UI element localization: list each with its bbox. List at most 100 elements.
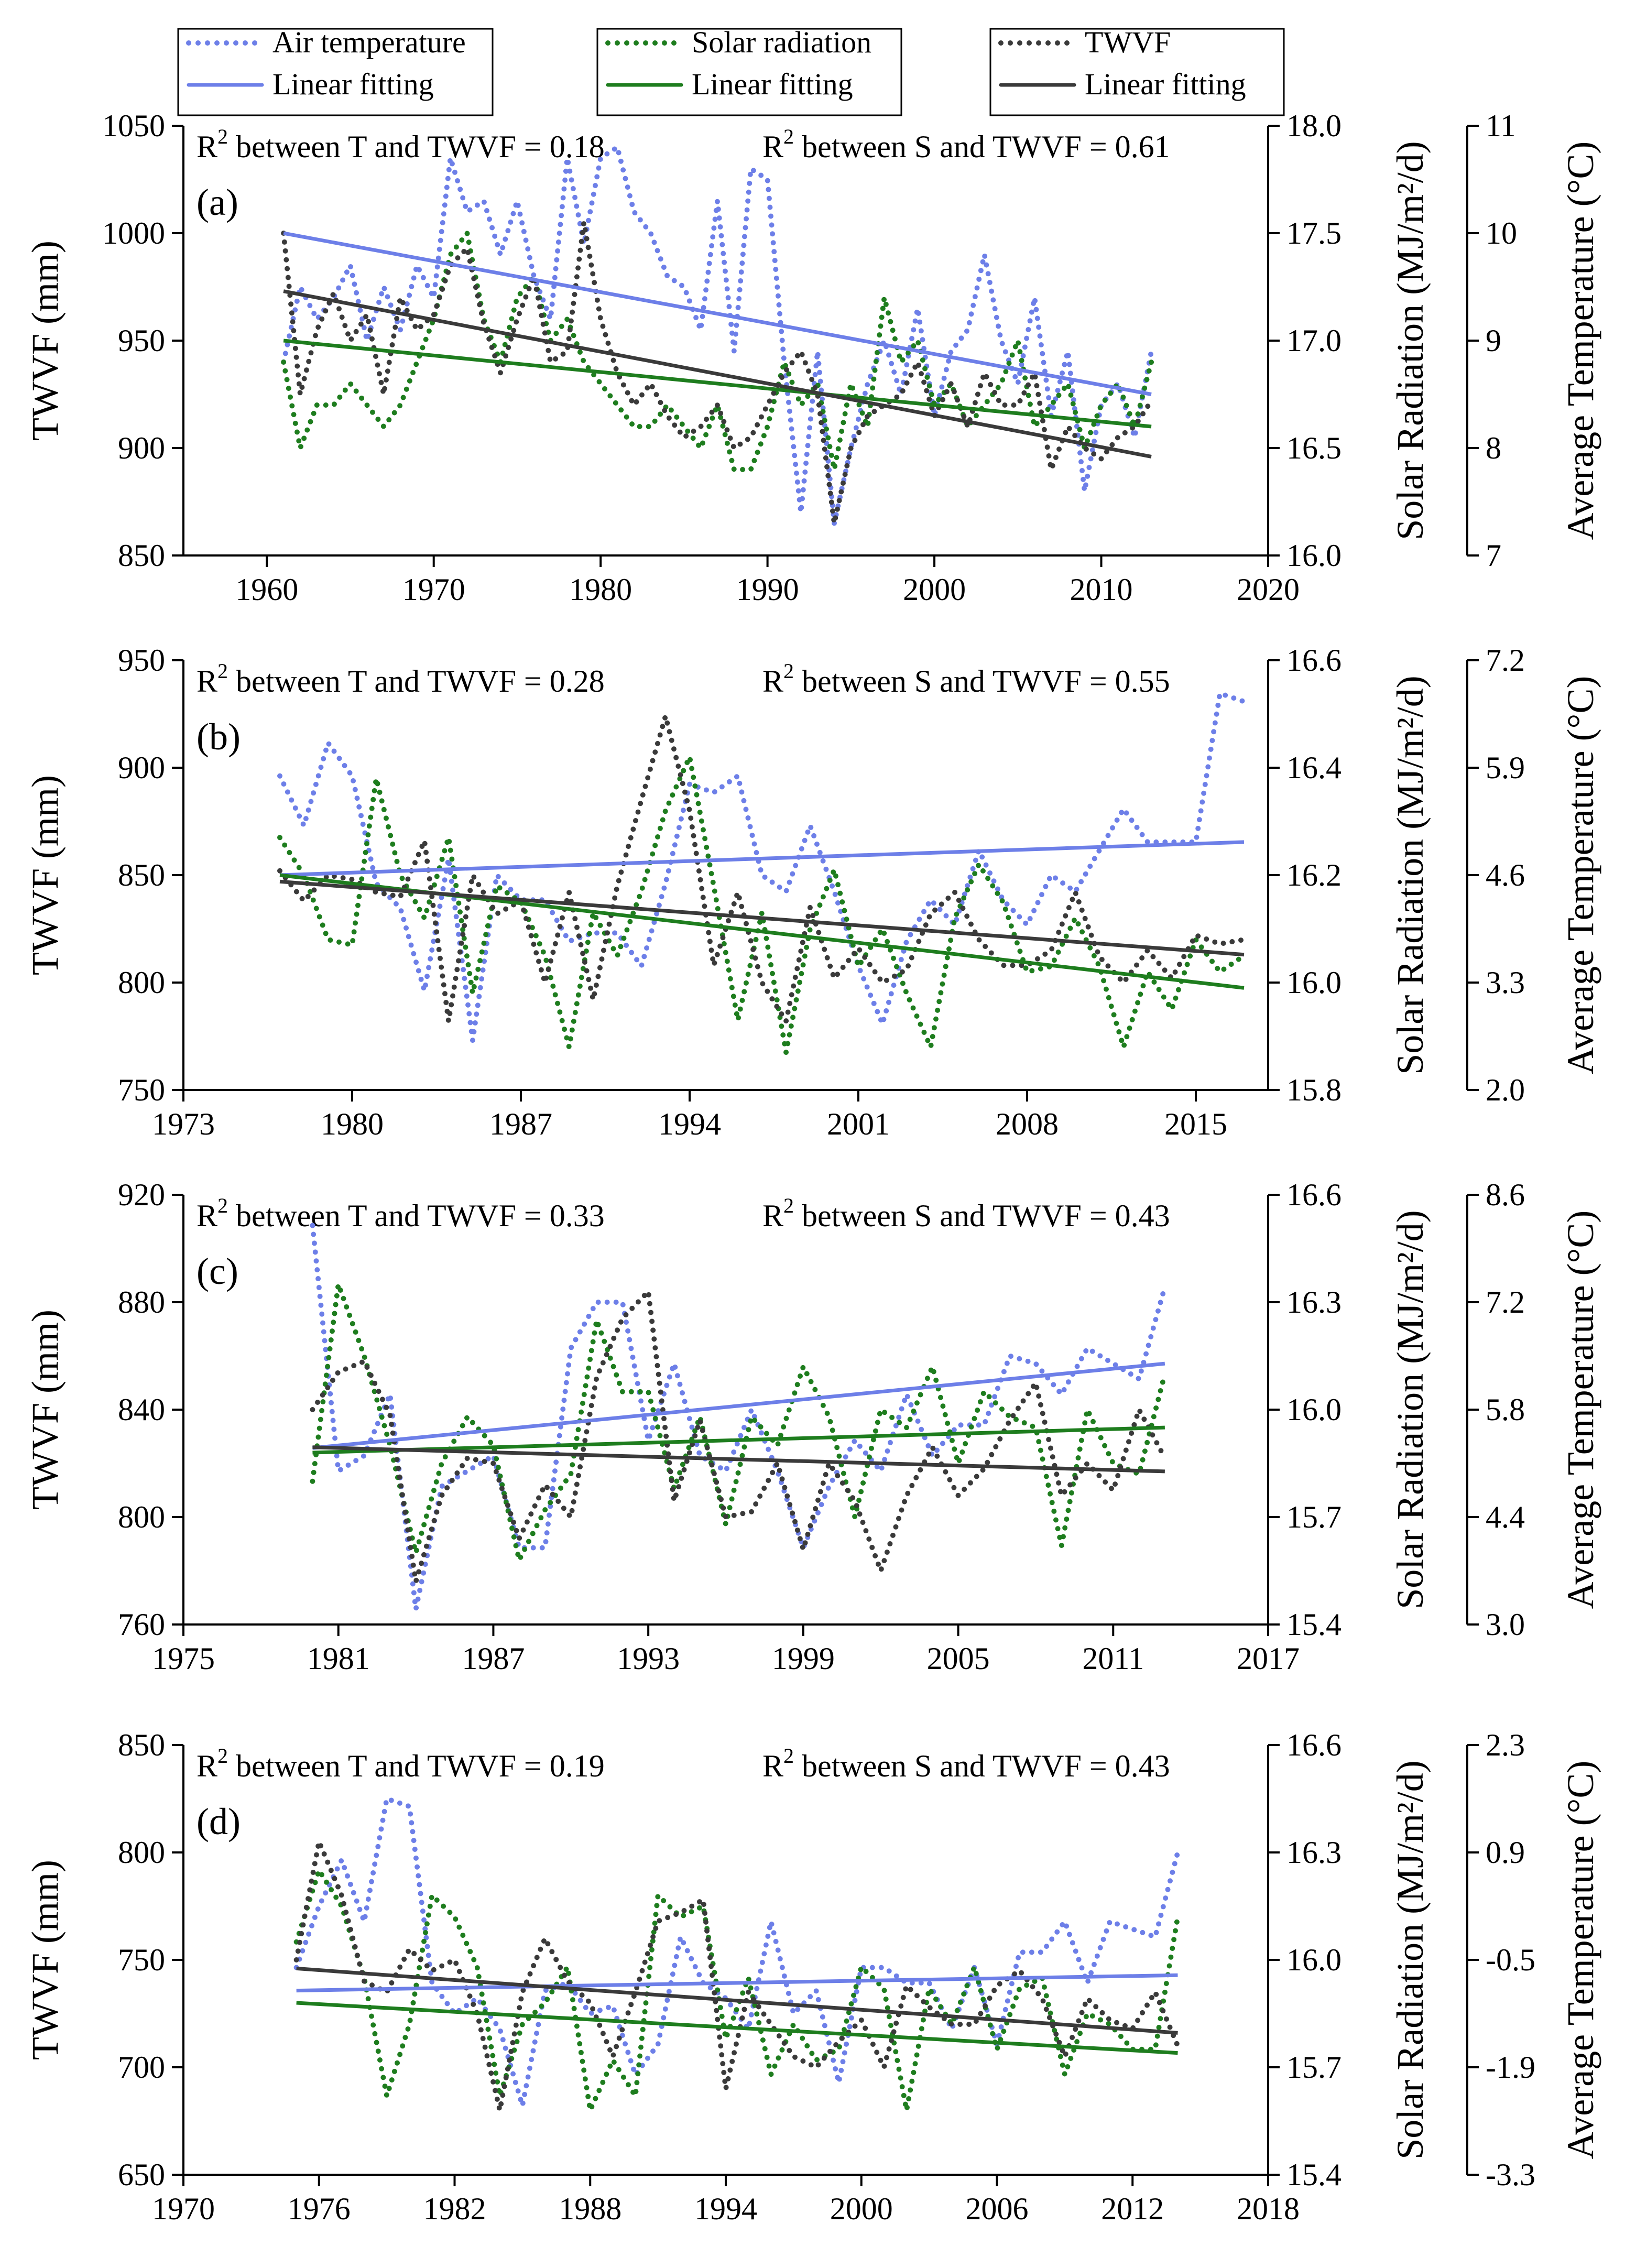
panel-label: (a) <box>197 181 238 223</box>
y-tick-label: 800 <box>118 1835 165 1870</box>
r2-solar-annotation-sup: 2 <box>783 659 794 683</box>
y3-tick-label: 7.2 <box>1486 1285 1525 1320</box>
r2-solar-annotation-r: R <box>762 1749 783 1783</box>
x-tick-label: 1980 <box>321 1107 384 1141</box>
r2-temperature-annotation: R2 between T and TWVF = 0.19 <box>197 1744 605 1783</box>
r2-temperature-annotation-r: R <box>197 129 217 164</box>
y-tick-label: 750 <box>118 1943 165 1977</box>
series-s-line <box>277 754 1247 1055</box>
x-tick-label: 1994 <box>658 1107 721 1141</box>
fit-w-line <box>312 1445 1165 1474</box>
y2-tick-label: 16.0 <box>1286 1943 1342 1977</box>
fit-t-line <box>283 231 1152 396</box>
y2-tick-label: 16.3 <box>1286 1285 1342 1320</box>
y-tick-label: 900 <box>118 750 165 785</box>
y3-tick-label: -1.9 <box>1486 2050 1535 2085</box>
x-tick-label: 1994 <box>694 2191 757 2226</box>
r2-solar-annotation-text: between S and TWVF = 0.55 <box>794 664 1170 699</box>
x-tick-label: 1970 <box>402 572 465 607</box>
y2-tick-label: 15.8 <box>1286 1073 1342 1107</box>
fit-t-line <box>312 1361 1165 1450</box>
x-tick-label: 1999 <box>772 1641 835 1676</box>
legend-box-temperature <box>177 28 494 116</box>
fit-w-line <box>283 289 1152 459</box>
series-t-line <box>310 1223 1168 1612</box>
legend-box-twvf <box>989 28 1285 116</box>
r2-solar-annotation-text: between S and TWVF = 0.43 <box>794 1198 1170 1233</box>
y2-tick-label: 15.4 <box>1286 2157 1342 2192</box>
panel-d: 1970 1976 1982 1988 1994 2000 2006 2012 2018 650 7… <box>24 1728 1601 2226</box>
legend-label-s: Solar radiation <box>692 25 871 59</box>
series-w-line <box>310 1289 1168 1584</box>
r2-solar-annotation: R2 between S and TWVF = 0.55 <box>762 659 1170 699</box>
y2-tick-label: 16.0 <box>1286 538 1342 573</box>
r2-solar-annotation: R2 between S and TWVF = 0.43 <box>762 1744 1170 1783</box>
y2-tick-label: 16.0 <box>1286 1392 1342 1427</box>
panel-label: (c) <box>197 1250 238 1292</box>
legend-label-t: Air temperature <box>272 25 466 59</box>
fit-s-line <box>312 1425 1165 1455</box>
y-axis-title: TWVF (mm) <box>24 775 66 975</box>
r2-temperature-annotation-text: between T and TWVF = 0.19 <box>228 1749 605 1783</box>
y2-tick-label: 16.3 <box>1286 1835 1342 1870</box>
y3-tick-label: 2.0 <box>1486 1073 1525 1107</box>
y2-axis-title: Solar Radiation (MJ/m²/d) <box>1389 675 1431 1075</box>
y-tick-label: 760 <box>118 1607 165 1642</box>
y-tick-label: 880 <box>118 1285 165 1320</box>
r2-temperature-annotation-text: between T and TWVF = 0.18 <box>228 129 605 164</box>
y-tick-label: 750 <box>118 1073 165 1107</box>
x-tick-label: 1973 <box>152 1107 215 1141</box>
x-tick-label: 1993 <box>617 1641 680 1676</box>
y2-tick-label: 16.2 <box>1286 858 1342 892</box>
y-tick-label: 950 <box>118 643 165 678</box>
x-tick-label: 1987 <box>489 1107 552 1141</box>
x-tick-label: 1980 <box>569 572 632 607</box>
y2-tick-label: 16.6 <box>1286 1177 1342 1212</box>
y3-tick-label: 0.9 <box>1486 1835 1525 1870</box>
series-t-line <box>277 691 1247 1043</box>
y-tick-label: 850 <box>118 858 165 892</box>
r2-temperature-annotation-r: R <box>197 1749 217 1783</box>
y-tick-label: 900 <box>118 431 165 465</box>
y3-tick-label: 8 <box>1486 431 1501 465</box>
y3-tick-label: 7 <box>1486 538 1501 573</box>
y3-axis-title: Average Temperature (°C) <box>1559 676 1601 1075</box>
y-tick-label: 840 <box>118 1392 165 1427</box>
y-tick-label: 700 <box>118 2050 165 2085</box>
r2-solar-annotation-r: R <box>762 664 783 699</box>
r2-solar-annotation-sup: 2 <box>783 1744 794 1768</box>
r2-temperature-annotation-text: between T and TWVF = 0.28 <box>228 664 605 699</box>
x-tick-label: 2020 <box>1237 572 1300 607</box>
y-tick-label: 1050 <box>102 108 165 143</box>
y2-tick-label: 15.4 <box>1286 1607 1342 1642</box>
y3-tick-label: 3.0 <box>1486 1607 1525 1642</box>
y2-axis-title: Solar Radiation (MJ/m²/d) <box>1389 1760 1431 2160</box>
x-tick-label: 2018 <box>1237 2191 1300 2226</box>
r2-temperature-annotation-sup: 2 <box>217 1744 228 1768</box>
y-tick-label: 950 <box>118 323 165 358</box>
y3-tick-label: -3.3 <box>1486 2157 1535 2192</box>
y-tick-label: 800 <box>118 1500 165 1534</box>
y2-tick-label: 17.0 <box>1286 323 1342 358</box>
x-tick-label: 2015 <box>1164 1107 1227 1141</box>
y2-tick-label: 18.0 <box>1286 108 1342 143</box>
y3-axis-title: Average Temperature (°C) <box>1559 1761 1601 2160</box>
y3-tick-label: 10 <box>1486 216 1517 250</box>
r2-temperature-annotation: R2 between T and TWVF = 0.33 <box>197 1194 605 1233</box>
y2-tick-label: 15.7 <box>1286 2050 1342 2085</box>
y3-tick-label: 9 <box>1486 323 1501 358</box>
panel-b: 1973 1980 1987 1994 2001 2008 2015 750 800 850 900… <box>24 643 1601 1141</box>
y2-tick-label: 16.0 <box>1286 965 1342 1000</box>
y2-axis-title: Solar Radiation (MJ/m²/d) <box>1389 1210 1431 1609</box>
r2-temperature-annotation-sup: 2 <box>217 1194 228 1217</box>
x-tick-label: 2011 <box>1082 1641 1144 1676</box>
x-tick-label: 2005 <box>927 1641 990 1676</box>
y3-axis-title: Average Temperature (°C) <box>1559 141 1601 540</box>
legend-label-w-fit: Linear fitting <box>1085 67 1246 101</box>
x-tick-label: 2000 <box>830 2191 893 2226</box>
fit-t-line <box>296 1973 1178 1993</box>
y3-tick-label: 5.8 <box>1486 1392 1525 1427</box>
legend-box-solar <box>596 28 902 116</box>
x-tick-label: 1981 <box>307 1641 370 1676</box>
y2-tick-label: 16.5 <box>1286 431 1342 465</box>
